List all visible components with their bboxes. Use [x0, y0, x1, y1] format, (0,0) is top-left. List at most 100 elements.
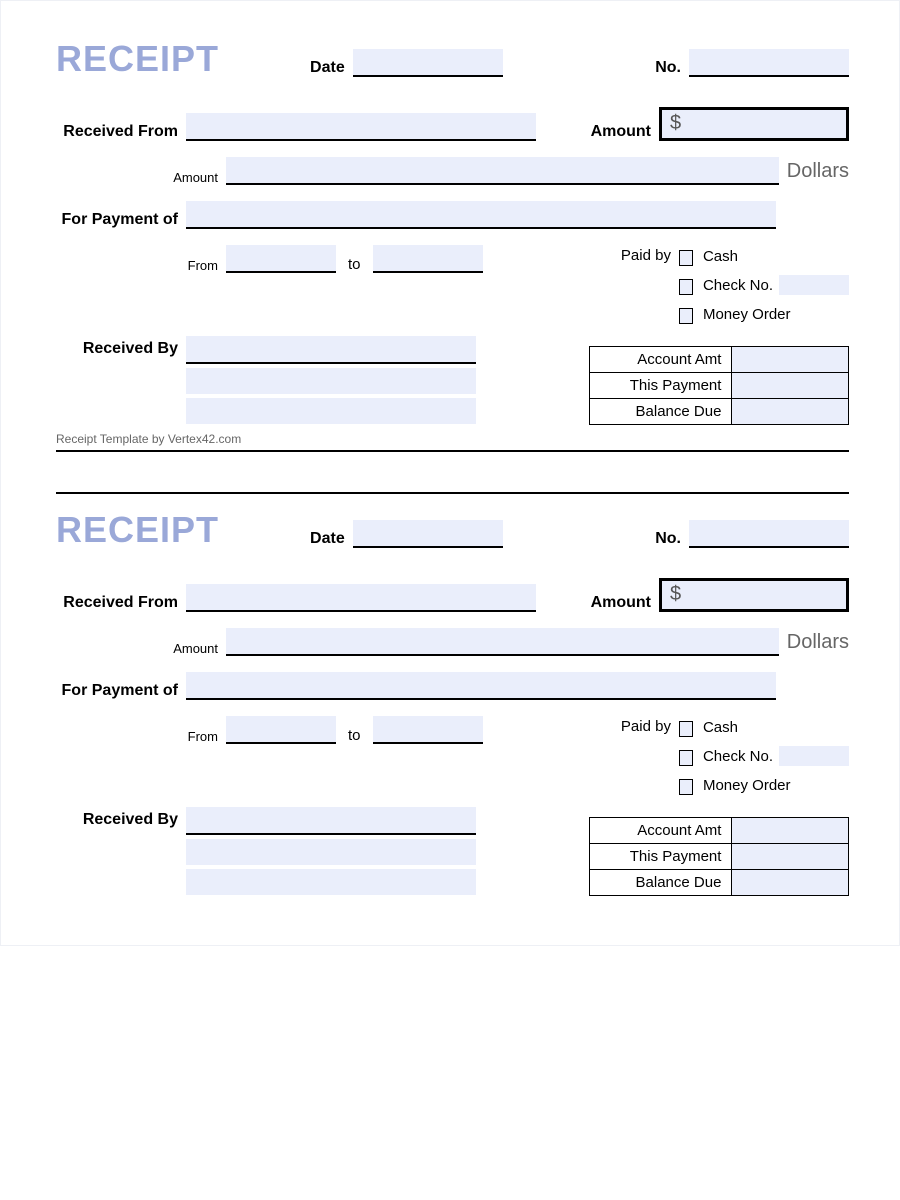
page: RECEIPT Date No. Received From Amount $ … [0, 0, 900, 946]
amount-words-field[interactable] [226, 157, 779, 185]
moneyorder-label: Money Order [703, 777, 791, 794]
checkbox-moneyorder[interactable] [679, 779, 693, 795]
amount-label: Amount [591, 123, 659, 141]
pay-option-moneyorder: Money Order [679, 774, 849, 796]
this-payment-field[interactable] [732, 844, 849, 870]
account-amt-field[interactable] [732, 347, 849, 373]
date-label: Date [310, 59, 353, 77]
received-by-field-3[interactable] [186, 398, 476, 424]
account-amt-label: Account Amt [590, 818, 732, 844]
for-payment-row: For Payment of [56, 672, 849, 700]
no-label: No. [655, 530, 689, 548]
received-by-summary-row: Received By Account Amt This Payment [56, 336, 849, 426]
dollars-suffix: Dollars [779, 160, 849, 185]
received-from-row: Received From Amount $ [56, 107, 849, 141]
period-paidby-row: From to Paid by Cash Check No. [56, 716, 849, 803]
amount-label: Amount [591, 594, 659, 612]
pay-options: Cash Check No. Money Order [679, 716, 849, 803]
received-by-label: Received By [56, 336, 186, 358]
no-field[interactable] [689, 49, 849, 77]
summary-table: Account Amt This Payment Balance Due [589, 817, 849, 896]
cash-label: Cash [703, 719, 738, 736]
checkbox-moneyorder[interactable] [679, 308, 693, 324]
currency-symbol: $ [662, 581, 689, 609]
amount-words-row: Amount Dollars [56, 157, 849, 185]
this-payment-field[interactable] [732, 373, 849, 399]
amount-words-label: Amount [56, 641, 226, 656]
no-field[interactable] [689, 520, 849, 548]
pay-option-cash: Cash [679, 716, 849, 738]
amount-words-label: Amount [56, 170, 226, 185]
checkbox-check[interactable] [679, 279, 693, 295]
received-from-label: Received From [56, 594, 186, 612]
for-payment-row: For Payment of [56, 201, 849, 229]
receipt-divider [56, 492, 849, 494]
check-label: Check No. [703, 748, 773, 765]
for-payment-field[interactable] [186, 201, 776, 229]
from-label: From [56, 729, 226, 744]
received-by-summary-row: Received By Account Amt This Payment [56, 807, 849, 897]
cash-label: Cash [703, 248, 738, 265]
paid-by-label: Paid by [621, 245, 679, 332]
received-by-field-2[interactable] [186, 368, 476, 394]
balance-due-field[interactable] [732, 399, 849, 425]
this-payment-label: This Payment [590, 844, 732, 870]
no-label: No. [655, 59, 689, 77]
for-payment-label: For Payment of [56, 682, 186, 700]
checkbox-cash[interactable] [679, 721, 693, 737]
balance-due-label: Balance Due [590, 399, 732, 425]
receipt-title: RECEIPT [56, 41, 249, 77]
balance-due-label: Balance Due [590, 870, 732, 896]
receipt-top: RECEIPT Date No. Received From Amount $ … [56, 41, 849, 452]
amount-box: $ [659, 107, 849, 141]
check-no-field[interactable] [779, 746, 849, 766]
period-from-field[interactable] [226, 716, 336, 744]
currency-symbol: $ [662, 110, 689, 138]
account-amt-field[interactable] [732, 818, 849, 844]
period-to-field[interactable] [373, 716, 483, 744]
pay-option-cash: Cash [679, 245, 849, 267]
moneyorder-label: Money Order [703, 306, 791, 323]
period-from-field[interactable] [226, 245, 336, 273]
account-amt-label: Account Amt [590, 347, 732, 373]
amount-numeric-field[interactable] [689, 110, 846, 138]
date-field[interactable] [353, 520, 503, 548]
to-label: to [336, 727, 373, 744]
amount-words-field[interactable] [226, 628, 779, 656]
received-by-field-1[interactable] [186, 807, 476, 835]
checkbox-cash[interactable] [679, 250, 693, 266]
received-from-field[interactable] [186, 113, 536, 141]
receipt-bottom: RECEIPT Date No. Received From Amount $ … [56, 512, 849, 897]
dollars-suffix: Dollars [779, 631, 849, 656]
amount-numeric-field[interactable] [689, 581, 846, 609]
date-field[interactable] [353, 49, 503, 77]
checkbox-check[interactable] [679, 750, 693, 766]
pay-option-check: Check No. [679, 274, 849, 296]
amount-words-row: Amount Dollars [56, 628, 849, 656]
from-label: From [56, 258, 226, 273]
received-by-field-1[interactable] [186, 336, 476, 364]
received-from-label: Received From [56, 123, 186, 141]
summary-table: Account Amt This Payment Balance Due [589, 346, 849, 425]
period-paidby-row: From to Paid by Cash Check No. [56, 245, 849, 332]
receipt-title: RECEIPT [56, 512, 249, 548]
pay-options: Cash Check No. Money Order [679, 245, 849, 332]
received-by-lines [186, 807, 476, 897]
received-by-label: Received By [56, 807, 186, 829]
received-by-field-3[interactable] [186, 869, 476, 895]
period-to-field[interactable] [373, 245, 483, 273]
amount-box: $ [659, 578, 849, 612]
footer-credit: Receipt Template by Vertex42.com [56, 430, 849, 452]
title-row: RECEIPT Date No. [56, 512, 849, 548]
title-row: RECEIPT Date No. [56, 41, 849, 77]
check-no-field[interactable] [779, 275, 849, 295]
received-from-field[interactable] [186, 584, 536, 612]
paid-by-label: Paid by [621, 716, 679, 803]
check-label: Check No. [703, 277, 773, 294]
received-by-lines [186, 336, 476, 426]
received-by-field-2[interactable] [186, 839, 476, 865]
pay-option-moneyorder: Money Order [679, 303, 849, 325]
for-payment-field[interactable] [186, 672, 776, 700]
received-from-row: Received From Amount $ [56, 578, 849, 612]
balance-due-field[interactable] [732, 870, 849, 896]
